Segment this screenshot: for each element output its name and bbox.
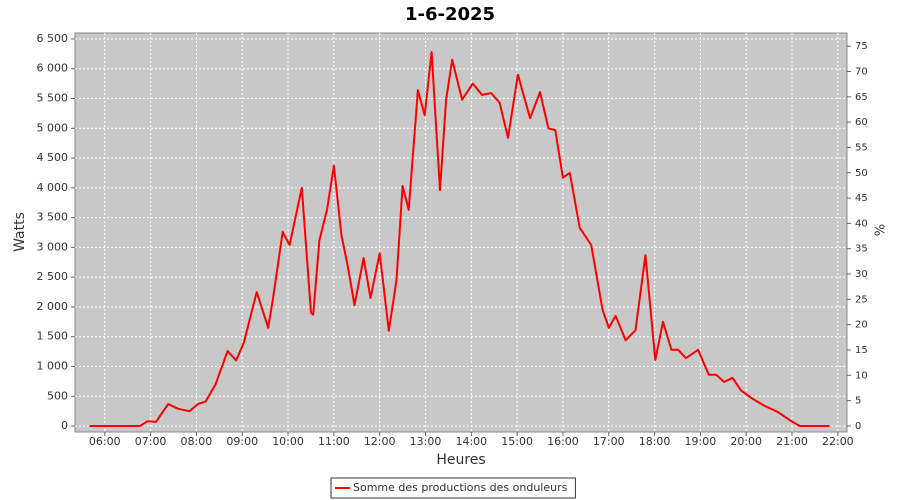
x-tick-label: 20:00 — [730, 435, 762, 448]
y-tick-label: 0 — [61, 419, 68, 432]
x-tick-label: 16:00 — [547, 435, 579, 448]
y2-tick-label: 20 — [855, 320, 868, 331]
y-tick-label: 4 500 — [37, 151, 69, 164]
legend-box — [330, 477, 576, 499]
y2-tick-label: 75 — [855, 41, 868, 52]
x-tick-label: 19:00 — [685, 435, 717, 448]
x-tick-label: 18:00 — [639, 435, 671, 448]
y-tick-label: 500 — [47, 389, 68, 402]
y-tick-label: 3 000 — [37, 240, 69, 253]
x-tick-label: 14:00 — [455, 435, 487, 448]
x-tick-label: 09:00 — [226, 435, 258, 448]
y2-tick-label: 65 — [855, 92, 868, 103]
y-tick-label: 4 000 — [37, 181, 69, 194]
y2-tick-label: 55 — [855, 142, 868, 153]
y-tick-label: 2 000 — [37, 300, 69, 313]
y2-tick-label: 40 — [855, 218, 868, 229]
y2-tick-label: 5 — [855, 396, 861, 407]
plot-area — [74, 32, 848, 433]
data-line — [89, 51, 830, 427]
y2-tick-label: 15 — [855, 345, 868, 356]
x-axis-label: Heures — [436, 452, 485, 468]
y-tick-label: 6 000 — [37, 62, 69, 75]
y2-tick-label: 50 — [855, 168, 868, 179]
x-tick-label: 12:00 — [364, 435, 396, 448]
x-tick-label: 13:00 — [410, 435, 442, 448]
x-tick-label: 22:00 — [822, 435, 854, 448]
x-tick-label: 17:00 — [593, 435, 625, 448]
y-tick-label: 6 500 — [37, 32, 69, 45]
y-tick-label: 1 000 — [37, 359, 69, 372]
x-tick-label: 10:00 — [272, 435, 304, 448]
y2-tick-label: 30 — [855, 269, 868, 280]
x-tick-label: 21:00 — [776, 435, 808, 448]
y2-tick-label: 45 — [855, 193, 868, 204]
y2-tick-label: 70 — [855, 66, 868, 77]
y2-tick-label: 25 — [855, 294, 868, 305]
legend-label: Somme des productions des onduleurs — [353, 481, 568, 494]
y-tick-label: 3 500 — [37, 211, 69, 224]
y2-axis-label: % — [874, 224, 889, 236]
y-tick-label: 1 500 — [37, 330, 69, 343]
y2-tick-label: 0 — [855, 421, 861, 432]
y2-tick-label: 35 — [855, 244, 868, 255]
y2-tick-label: 60 — [855, 117, 868, 128]
y-tick-label: 2 500 — [37, 270, 69, 283]
chart-title: 1-6-2025 — [405, 4, 495, 25]
y-axis-label: Watts — [12, 212, 28, 252]
x-tick-label: 06:00 — [89, 435, 121, 448]
x-tick-label: 07:00 — [135, 435, 167, 448]
x-tick-label: 08:00 — [181, 435, 213, 448]
legend: Somme des productions des onduleurs — [330, 477, 576, 499]
y-tick-label: 5 500 — [37, 92, 69, 105]
x-tick-label: 15:00 — [501, 435, 533, 448]
y2-tick-label: 10 — [855, 370, 868, 381]
y-tick-label: 5 000 — [37, 121, 69, 134]
x-tick-label: 11:00 — [318, 435, 350, 448]
